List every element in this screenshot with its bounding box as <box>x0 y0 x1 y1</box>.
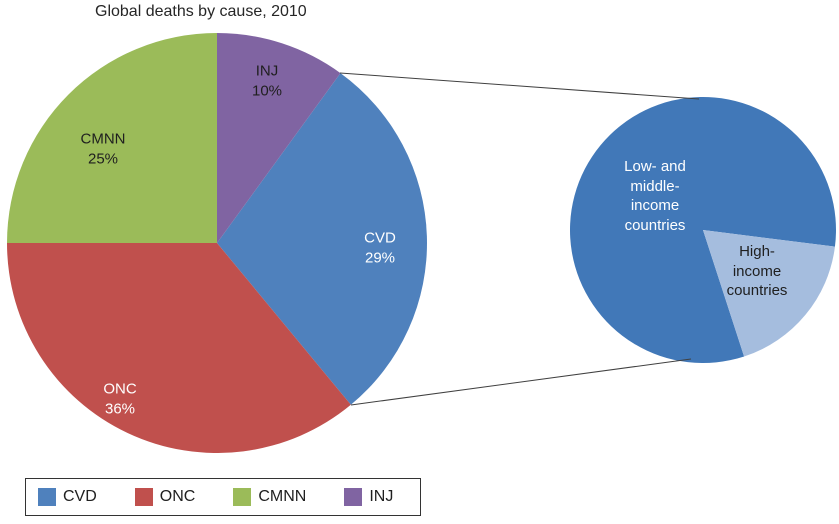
slice-name: Low- and middle-income countries <box>624 158 686 234</box>
legend-label: CMNN <box>258 488 307 505</box>
legend-label: ONC <box>159 488 196 505</box>
pie-slice-onc <box>7 243 351 453</box>
slice-label-high-income: High-income countries <box>721 242 793 301</box>
legend-label: INJ <box>369 488 394 505</box>
legend-swatch-inj <box>344 488 363 506</box>
slice-label-onc: ONC 36% <box>103 380 136 419</box>
chart-title: Global deaths by cause, 2010 <box>95 3 307 20</box>
legend: CVD ONC CMNN INJ <box>25 478 421 516</box>
slice-label-cmnn: CMNN 25% <box>81 130 126 169</box>
slice-name: CVD <box>364 229 396 247</box>
slice-percent: 29% <box>364 249 396 266</box>
legend-label: CVD <box>63 488 97 505</box>
slice-name: High-income countries <box>726 242 788 299</box>
slice-name: INJ <box>255 62 279 80</box>
legend-swatch-onc <box>134 488 153 506</box>
legend-swatch-cmnn <box>233 488 252 506</box>
legend-item-cmnn: CMNN <box>233 488 306 506</box>
detail-pie-chart <box>570 97 836 363</box>
main-pie-chart <box>7 33 427 453</box>
legend-swatch-cvd <box>38 488 56 506</box>
slice-percent: 10% <box>251 82 283 99</box>
pie-slice-cvd <box>217 73 427 405</box>
pie-slice-high-income-countries <box>703 230 835 357</box>
legend-item-inj: INJ <box>344 488 393 506</box>
slice-label-inj: INJ 10% <box>252 62 282 101</box>
slice-label-cvd: CVD 29% <box>364 229 396 268</box>
pie-slice-inj <box>217 33 341 243</box>
slice-name: CMNN <box>80 130 126 148</box>
pie-slice-low-and-middle-income-countries <box>570 97 836 363</box>
slice-percent: 36% <box>104 400 136 417</box>
slice-name: ONC <box>103 380 137 398</box>
legend-item-onc: ONC <box>134 488 196 506</box>
pie-slice-cmnn <box>7 33 217 243</box>
slice-label-low-middle-income: Low- and middle-income countries <box>613 157 697 235</box>
legend-item-cvd: CVD <box>38 488 97 506</box>
slice-percent: 25% <box>87 150 119 167</box>
